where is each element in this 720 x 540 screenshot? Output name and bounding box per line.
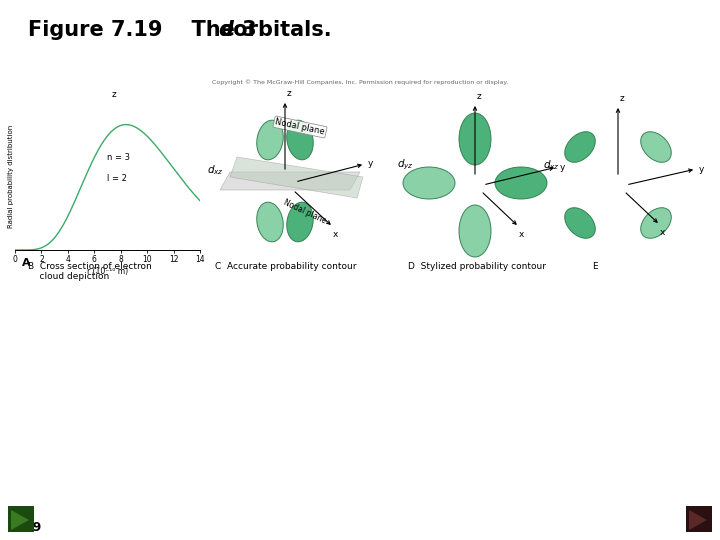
- Polygon shape: [11, 510, 29, 530]
- Ellipse shape: [96, 116, 124, 158]
- Text: y: y: [699, 165, 704, 173]
- Text: l = 2: l = 2: [107, 174, 127, 183]
- Ellipse shape: [564, 132, 595, 163]
- X-axis label: r (10⁻¹⁰ m): r (10⁻¹⁰ m): [87, 267, 128, 275]
- Ellipse shape: [641, 208, 671, 238]
- Ellipse shape: [459, 113, 491, 165]
- Ellipse shape: [130, 167, 174, 193]
- Text: E: E: [592, 262, 598, 271]
- Text: z: z: [112, 90, 117, 99]
- Polygon shape: [48, 174, 182, 190]
- Text: $d_{yz}$: $d_{yz}$: [397, 158, 414, 172]
- Ellipse shape: [96, 204, 124, 246]
- Ellipse shape: [564, 208, 595, 238]
- Polygon shape: [58, 157, 185, 197]
- Text: n = 3: n = 3: [107, 153, 130, 161]
- Text: D  Stylized probability contour: D Stylized probability contour: [408, 262, 546, 271]
- Text: C  Accurate probability contour: C Accurate probability contour: [215, 262, 356, 271]
- Ellipse shape: [257, 202, 283, 242]
- Text: z: z: [477, 92, 482, 101]
- Text: x: x: [660, 228, 665, 237]
- Y-axis label: Radial probability distribution: Radial probability distribution: [8, 124, 14, 228]
- Text: Figure 7.19    The 3: Figure 7.19 The 3: [28, 20, 256, 40]
- Ellipse shape: [403, 167, 455, 199]
- Text: z: z: [620, 94, 625, 103]
- Text: Nodal plane: Nodal plane: [282, 198, 328, 226]
- Text: $d_{xz}$: $d_{xz}$: [543, 158, 560, 172]
- Polygon shape: [689, 510, 707, 530]
- Text: A: A: [22, 258, 31, 268]
- Text: 7-49: 7-49: [10, 521, 41, 534]
- Polygon shape: [220, 172, 360, 190]
- Ellipse shape: [287, 202, 313, 242]
- Text: B  Cross section of electron
    cloud depiction: B Cross section of electron cloud depict…: [28, 262, 152, 281]
- Text: $d_{xz}$: $d_{xz}$: [207, 163, 224, 177]
- Bar: [686, 506, 712, 532]
- Text: z: z: [287, 89, 292, 98]
- Text: y: y: [560, 163, 565, 172]
- Ellipse shape: [46, 167, 90, 193]
- Ellipse shape: [287, 120, 313, 160]
- Bar: [8, 506, 34, 532]
- Text: orbitals.: orbitals.: [226, 20, 332, 40]
- Text: x: x: [333, 230, 338, 239]
- Text: x: x: [518, 230, 523, 239]
- Polygon shape: [230, 157, 363, 198]
- Ellipse shape: [257, 120, 283, 160]
- Text: y: y: [193, 159, 199, 168]
- Text: Nodal plane: Nodal plane: [274, 117, 325, 137]
- Text: x: x: [157, 230, 163, 239]
- Ellipse shape: [641, 132, 671, 163]
- Text: $d_{yz}$: $d_{yz}$: [32, 160, 49, 174]
- Text: y: y: [368, 159, 374, 168]
- Text: d: d: [218, 20, 233, 40]
- Ellipse shape: [459, 205, 491, 257]
- Ellipse shape: [495, 167, 547, 199]
- Text: Copyright © The McGraw-Hill Companies, Inc. Permission required for reproduction: Copyright © The McGraw-Hill Companies, I…: [212, 79, 508, 85]
